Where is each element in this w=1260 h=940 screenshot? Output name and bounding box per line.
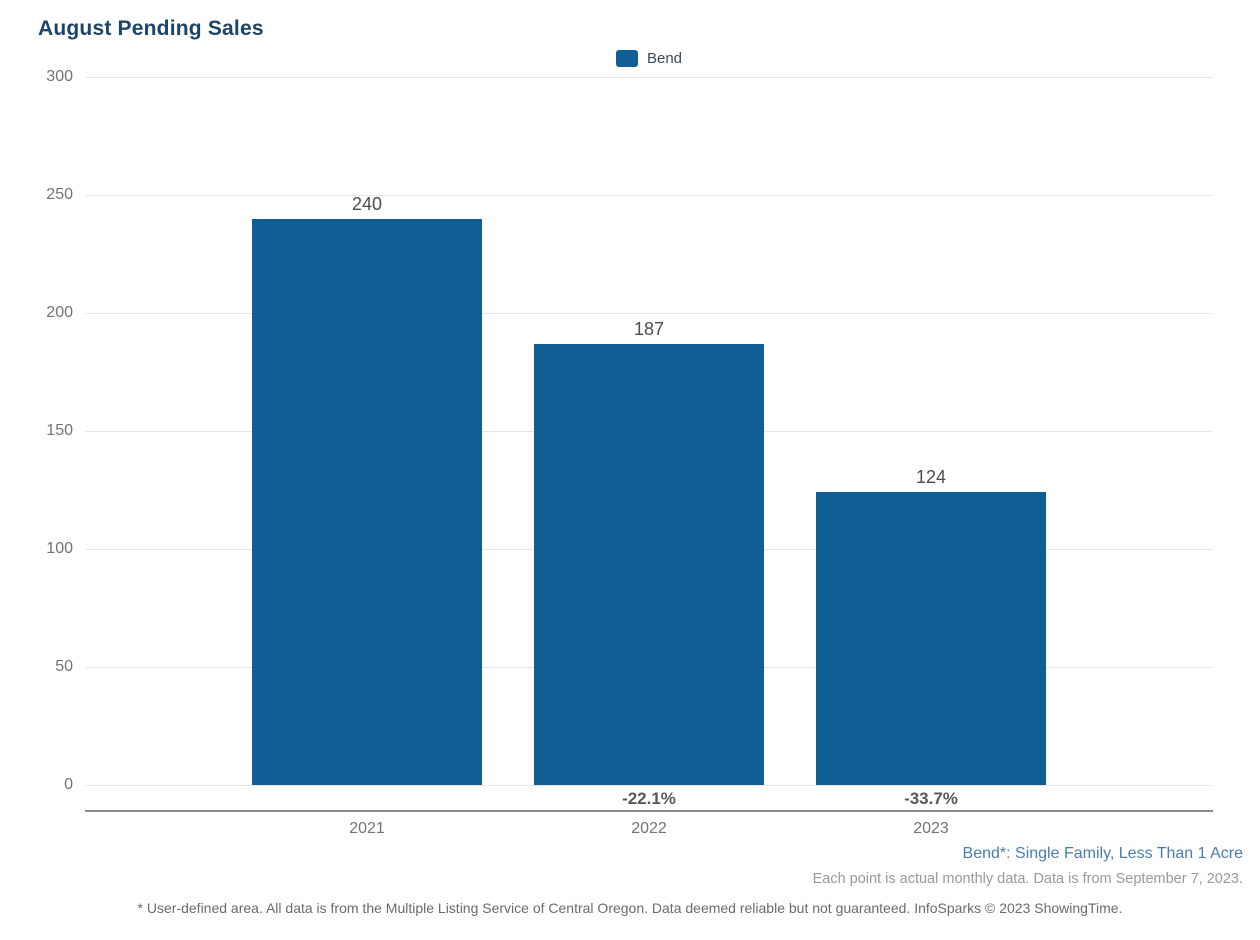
x-axis-line — [85, 810, 1213, 812]
bar-2021[interactable] — [252, 218, 482, 785]
bar-change-label-2022: -22.1% — [622, 789, 676, 808]
bar-change-label-2023: -33.7% — [904, 789, 958, 808]
legend-swatch-icon — [615, 49, 638, 67]
x-axis-label-2022: 2022 — [631, 820, 667, 837]
bar-value-label-2021: 240 — [351, 193, 383, 214]
data-source-note: Each point is actual monthly data. Data … — [812, 871, 1243, 887]
y-axis-tick-0: 0 — [64, 776, 73, 793]
chart-title: August Pending Sales — [38, 17, 264, 40]
legend-item-bend[interactable]: Bend — [615, 49, 683, 67]
bar-value-label-2022: 187 — [633, 318, 665, 339]
y-axis-tick-50: 50 — [55, 658, 73, 675]
gridline-y-200 — [85, 312, 1213, 314]
legend: Bend — [85, 47, 1213, 69]
legend-item-label: Bend — [646, 49, 683, 67]
x-axis-label-2021: 2021 — [349, 820, 385, 837]
y-axis-tick-300: 300 — [46, 68, 73, 85]
disclaimer-note: * User-defined area. All data is from th… — [137, 900, 1123, 916]
gridline-y-0 — [85, 784, 1213, 786]
gridline-y-250 — [85, 194, 1213, 196]
bar-2023[interactable] — [816, 492, 1046, 785]
series-definition-note: Bend*: Single Family, Less Than 1 Acre — [962, 845, 1243, 862]
y-axis-tick-150: 150 — [46, 422, 73, 439]
y-axis-tick-200: 200 — [46, 304, 73, 321]
bar-value-label-2023: 124 — [915, 467, 947, 488]
y-axis-tick-250: 250 — [46, 186, 73, 203]
gridline-y-300 — [85, 76, 1213, 78]
x-axis-label-2023: 2023 — [913, 820, 949, 837]
bar-2022[interactable] — [534, 343, 764, 785]
y-axis-tick-100: 100 — [46, 540, 73, 557]
